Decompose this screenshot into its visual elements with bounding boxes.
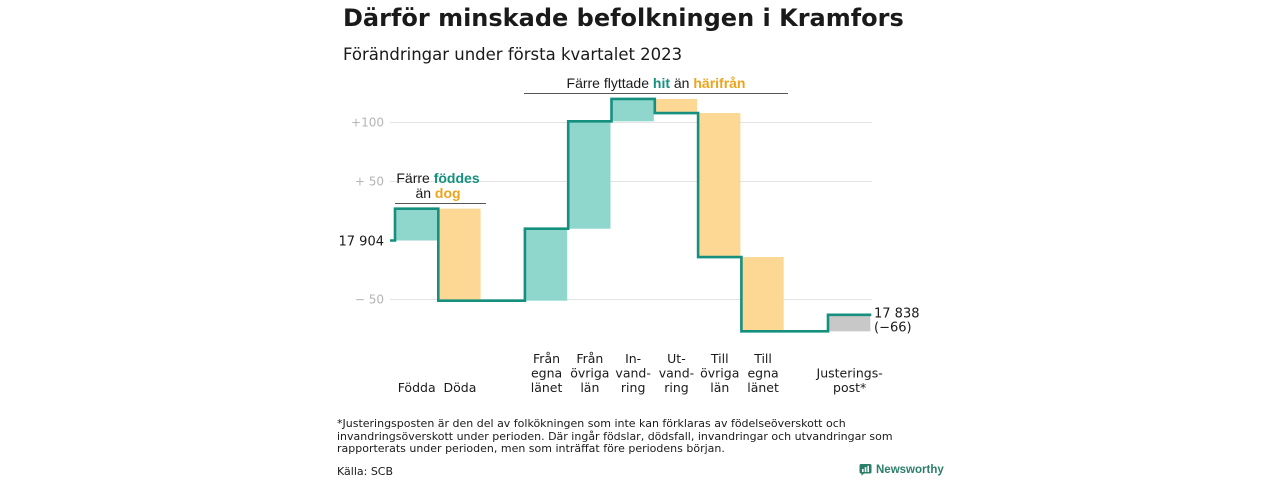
bar	[655, 98, 698, 114]
bar	[742, 257, 784, 332]
births-annotation-line1: Färre föddes	[396, 170, 479, 186]
category-label: vand-	[615, 366, 650, 381]
bar	[439, 208, 481, 301]
category-label: övriga	[570, 366, 609, 381]
bar	[699, 113, 741, 258]
newsworthy-logo-icon	[859, 464, 872, 476]
y-tick-label: +100	[351, 116, 384, 130]
category-label: egna	[531, 366, 562, 381]
start-value-label: 17 904	[339, 235, 385, 250]
bar	[569, 121, 611, 229]
source-label: Källa: SCB	[337, 465, 394, 478]
step-line	[390, 97, 872, 333]
bar	[525, 228, 568, 301]
category-label: Justerings-	[816, 366, 883, 381]
category-label: Från	[576, 351, 603, 366]
category-label: län	[710, 380, 729, 395]
category-label: Döda	[444, 380, 477, 395]
births-annotation-line2: än dog	[415, 185, 460, 201]
category-label: In-	[625, 351, 641, 366]
bar	[829, 314, 871, 332]
category-label: Ut-	[667, 351, 686, 366]
chart-title: Därför minskade befolkningen i Kramfors	[343, 4, 904, 32]
category-label: ring	[621, 380, 645, 395]
bar	[396, 208, 438, 241]
category-label: län	[580, 380, 599, 395]
category-label: Från	[533, 351, 560, 366]
category-label: Till	[710, 351, 729, 366]
bar	[612, 98, 654, 122]
category-label: vand-	[659, 366, 694, 381]
category-label: ring	[664, 380, 688, 395]
moves-annotation: Färre flyttade hit än härifrån	[567, 75, 746, 91]
end-change-label: (−66)	[874, 320, 912, 335]
category-label: egna	[747, 366, 778, 381]
category-label: övriga	[700, 366, 739, 381]
chart-subtitle: Förändringar under första kvartalet 2023	[343, 45, 683, 64]
category-label: post*	[833, 380, 866, 395]
category-label: länet	[747, 380, 779, 395]
category-label: länet	[531, 380, 563, 395]
footnote: *Justeringsposten är den del av folkökni…	[337, 417, 893, 455]
category-label: Födda	[398, 380, 436, 395]
end-value-label: 17 838	[874, 306, 920, 321]
brand-name: Newsworthy	[876, 463, 944, 476]
brand-logo[interactable]: Newsworthy	[859, 463, 944, 476]
y-tick-label: − 50	[355, 293, 384, 307]
y-tick-label: + 50	[355, 175, 384, 189]
category-label: Till	[753, 351, 772, 366]
